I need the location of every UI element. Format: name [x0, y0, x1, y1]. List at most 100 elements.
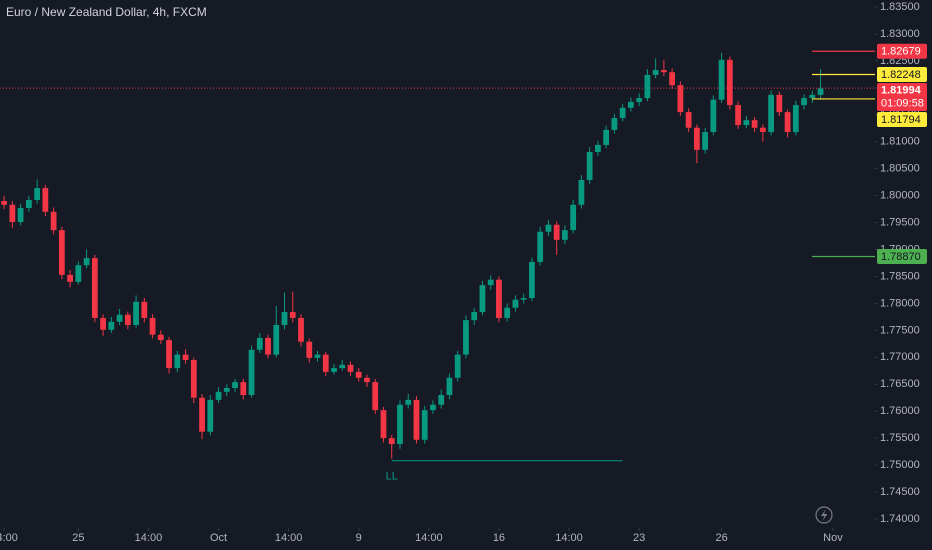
x-tick-label: 14:00	[415, 532, 443, 544]
candle-body	[586, 151, 593, 181]
candle-body	[685, 112, 692, 128]
x-tick-label: 23	[633, 532, 645, 544]
candle-body	[256, 337, 263, 350]
candle-body	[331, 368, 337, 372]
candle-body	[669, 72, 676, 86]
level-label-box	[877, 249, 927, 265]
candle-body	[537, 231, 544, 262]
x-tick-label: 14:00	[0, 532, 18, 544]
candle-body	[248, 349, 255, 396]
candle-body	[644, 74, 651, 99]
candle-body	[570, 204, 577, 231]
candle-body	[801, 98, 807, 106]
candle-body	[603, 129, 610, 145]
candle-body	[545, 224, 552, 232]
candle-body	[339, 364, 346, 369]
x-tick-label: 9	[356, 532, 362, 544]
level-label: 1.82679	[881, 46, 921, 58]
candle-body	[223, 388, 230, 392]
x-tick-label: 14:00	[555, 532, 583, 544]
candle-body	[91, 258, 98, 318]
level-label: 1.78870	[881, 251, 921, 263]
candle-body	[768, 94, 774, 133]
y-tick-label: 1.76000	[880, 405, 920, 417]
candle-body	[504, 307, 511, 318]
y-tick-label: 1.77500	[880, 324, 920, 336]
candle-body	[281, 312, 288, 325]
candle-body	[50, 211, 57, 231]
candle-body	[784, 112, 791, 133]
candle-body	[306, 341, 313, 358]
candle-body	[364, 377, 370, 383]
replay-icon[interactable]	[815, 506, 833, 524]
candle-body	[388, 438, 395, 445]
candle-body	[636, 98, 643, 102]
candle-body	[273, 324, 280, 355]
candle-body	[149, 317, 156, 335]
candle-body	[619, 107, 626, 119]
candle-body	[232, 382, 238, 389]
y-tick-label: 1.81000	[880, 136, 920, 148]
candle-body	[562, 230, 568, 240]
x-tick-label: 16	[493, 532, 505, 544]
x-tick-label: Oct	[210, 532, 227, 544]
candle-body	[58, 230, 65, 275]
candle-body	[83, 258, 90, 266]
candle-body	[199, 397, 205, 432]
candle-body	[166, 340, 172, 369]
candle-body	[240, 382, 247, 396]
candle-body	[289, 312, 296, 318]
candle-body	[628, 101, 634, 108]
y-tick-label: 1.83500	[880, 1, 920, 13]
candle-body	[652, 70, 659, 75]
candle-body	[529, 261, 535, 299]
x-tick-label: Nov	[823, 532, 843, 544]
candle-body	[660, 70, 667, 73]
y-tick-label: 1.75000	[880, 459, 920, 471]
y-tick-label: 1.80000	[880, 190, 920, 202]
x-tick-label: 26	[715, 532, 727, 544]
y-tick-label: 1.74500	[880, 486, 920, 498]
candle-body	[322, 354, 329, 372]
candle-body	[1, 201, 8, 205]
y-tick-label: 1.80500	[880, 163, 920, 175]
level-label: 1.81794	[881, 114, 921, 126]
candle-body	[190, 360, 197, 398]
candle-body	[710, 99, 717, 133]
candle-body	[718, 59, 725, 100]
candle-body	[116, 314, 123, 322]
candle-body	[735, 105, 741, 126]
candle-body	[397, 404, 403, 445]
candle-body	[355, 371, 362, 378]
candle-body	[817, 88, 824, 95]
candle-body	[413, 399, 420, 440]
candle-body	[454, 354, 461, 378]
candle-body	[75, 265, 82, 282]
level-label-box	[877, 66, 927, 82]
y-tick-label: 1.78500	[880, 270, 920, 282]
y-tick-label: 1.79500	[880, 216, 920, 228]
low-marker-label: LL	[386, 471, 398, 483]
y-tick-label: 1.77000	[880, 351, 920, 363]
current-price-box	[877, 82, 927, 111]
x-tick-label: 14:00	[135, 532, 163, 544]
y-tick-label: 1.75500	[880, 432, 920, 444]
candle-body	[17, 208, 24, 223]
candle-body	[124, 314, 131, 325]
candle-body	[207, 399, 214, 432]
candle-body	[809, 94, 816, 99]
candle-body	[182, 354, 189, 361]
candle-body	[141, 301, 148, 318]
candle-body	[421, 410, 428, 440]
candle-body	[520, 298, 527, 300]
candle-body	[298, 317, 304, 342]
y-tick-label: 1.76500	[880, 378, 920, 390]
candle-body	[751, 120, 758, 128]
x-tick-label: 14:00	[275, 532, 303, 544]
candle-body	[693, 127, 700, 150]
candle-body	[133, 301, 139, 325]
candle-body	[446, 377, 453, 396]
candle-body	[595, 144, 601, 152]
